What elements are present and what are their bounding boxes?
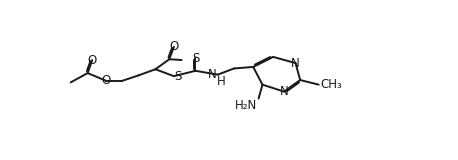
Text: N: N xyxy=(280,85,289,98)
Text: CH₃: CH₃ xyxy=(320,78,342,91)
Text: S: S xyxy=(192,52,199,65)
Text: N: N xyxy=(208,68,217,81)
Text: N: N xyxy=(291,57,300,70)
Text: H₂N: H₂N xyxy=(235,99,257,112)
Text: S: S xyxy=(174,70,182,83)
Text: O: O xyxy=(87,53,97,67)
Text: H: H xyxy=(217,75,225,88)
Text: O: O xyxy=(102,74,111,87)
Text: O: O xyxy=(169,40,179,53)
